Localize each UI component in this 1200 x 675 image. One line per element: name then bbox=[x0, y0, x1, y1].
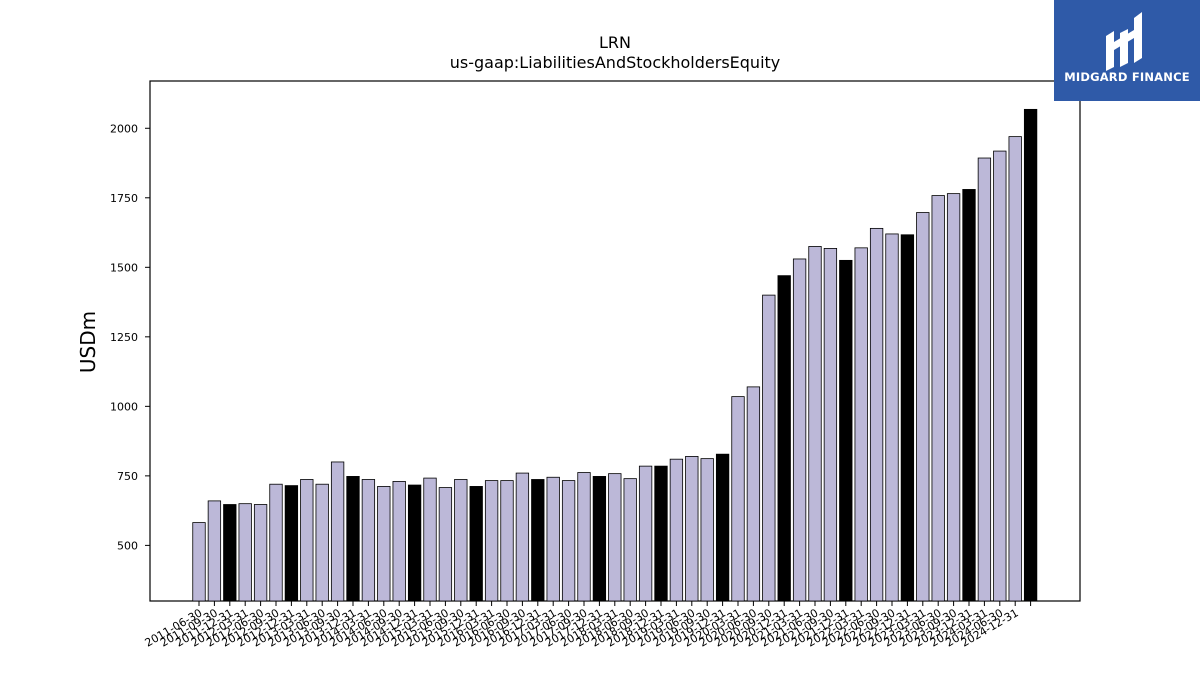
bar bbox=[484, 480, 499, 602]
logo-text: MIDGARD FINANCE bbox=[1064, 70, 1190, 84]
chart-title: LRN bbox=[599, 33, 631, 52]
bar bbox=[1023, 108, 1038, 602]
bar bbox=[608, 473, 622, 602]
brand-logo: MIDGARD FINANCE bbox=[1054, 0, 1200, 101]
bar bbox=[916, 212, 930, 602]
y-tick-label: 500 bbox=[117, 539, 138, 552]
bar bbox=[623, 478, 637, 602]
bar bbox=[207, 500, 222, 602]
bar bbox=[993, 150, 1007, 602]
bar bbox=[330, 461, 345, 602]
bar bbox=[700, 458, 714, 602]
logo-mark-icon bbox=[1106, 12, 1142, 71]
bar bbox=[654, 465, 668, 602]
bar bbox=[515, 472, 530, 602]
bar bbox=[839, 259, 853, 602]
chart-subtitle: us-gaap:LiabilitiesAndStockholdersEquity bbox=[450, 53, 781, 72]
bar bbox=[777, 275, 791, 602]
bar bbox=[946, 193, 961, 602]
bar bbox=[377, 486, 391, 602]
bar bbox=[253, 504, 268, 602]
y-tick-label: 1000 bbox=[110, 400, 138, 413]
bar bbox=[962, 189, 976, 602]
bar bbox=[1008, 136, 1022, 602]
bar bbox=[561, 480, 576, 602]
y-tick-label: 1750 bbox=[110, 192, 138, 205]
bar bbox=[669, 458, 684, 602]
y-axis-label: USDm bbox=[76, 311, 100, 373]
bar bbox=[546, 476, 560, 602]
bar bbox=[392, 481, 406, 602]
bar bbox=[423, 477, 437, 602]
bar bbox=[762, 294, 776, 602]
bar bbox=[931, 195, 945, 602]
bar bbox=[300, 479, 314, 602]
bar bbox=[731, 396, 745, 602]
bar bbox=[885, 233, 899, 602]
bar bbox=[438, 487, 453, 602]
bar bbox=[269, 483, 283, 602]
bar bbox=[808, 246, 822, 602]
bar bbox=[746, 386, 761, 602]
bar bbox=[469, 486, 483, 602]
bar bbox=[685, 456, 699, 602]
bar bbox=[407, 484, 422, 602]
bar bbox=[715, 453, 730, 602]
plot-area: 500750100012501500175020002011-06-302011… bbox=[110, 80, 1081, 650]
y-tick-label: 750 bbox=[117, 470, 138, 483]
bar bbox=[977, 157, 992, 602]
bar bbox=[592, 476, 607, 602]
bar bbox=[223, 504, 237, 602]
bar bbox=[238, 503, 252, 602]
bar bbox=[500, 480, 514, 602]
bar bbox=[900, 234, 915, 602]
bar bbox=[869, 227, 884, 602]
bar bbox=[192, 522, 206, 602]
bar bbox=[315, 483, 329, 602]
bar bbox=[361, 479, 376, 602]
bar bbox=[346, 476, 360, 602]
y-tick-label: 2000 bbox=[110, 122, 138, 135]
bar bbox=[454, 479, 468, 602]
bar bbox=[531, 479, 545, 602]
y-tick-label: 1250 bbox=[110, 331, 138, 344]
bar bbox=[638, 465, 653, 602]
y-tick-label: 1500 bbox=[110, 261, 138, 274]
bar bbox=[577, 472, 591, 602]
bar bbox=[854, 247, 868, 602]
bar bbox=[792, 258, 807, 602]
bar bbox=[823, 248, 838, 602]
bar bbox=[284, 485, 299, 602]
